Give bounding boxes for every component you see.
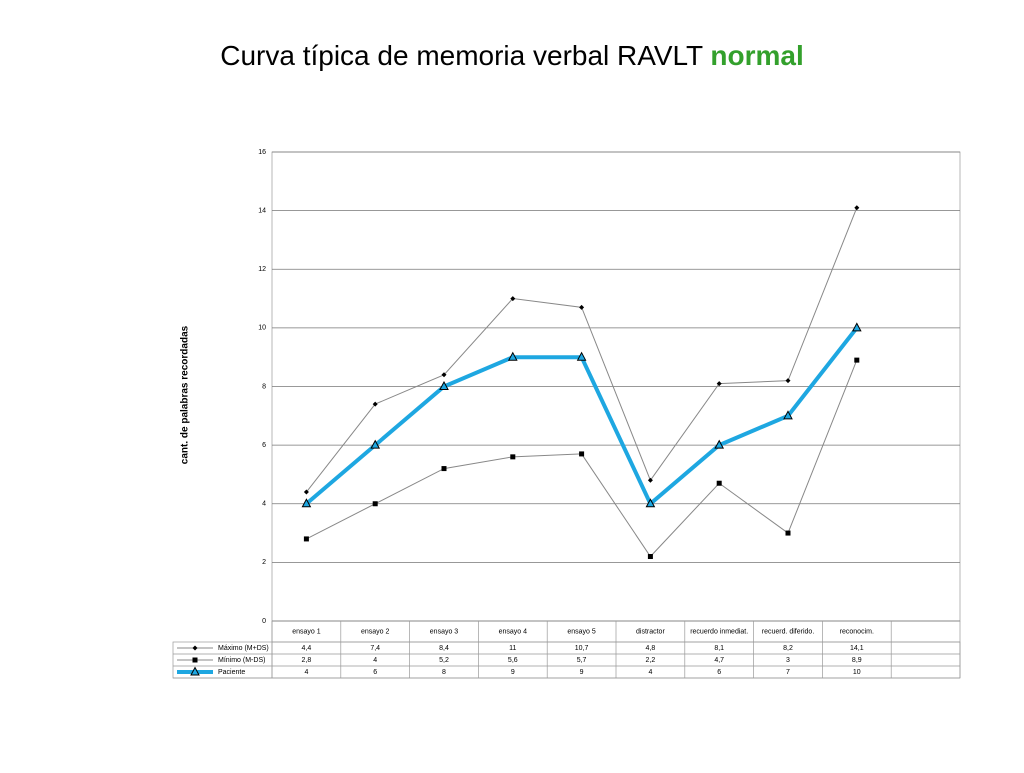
- x-tick-label: recuerd. diferido.: [762, 628, 815, 635]
- x-tick-label: ensayo 3: [430, 628, 459, 635]
- marker: [507, 351, 518, 361]
- marker: [645, 498, 656, 508]
- x-tick-label: recuerdo inmediat.: [690, 628, 748, 635]
- marker: [716, 480, 722, 486]
- y-tick-label: 14: [258, 207, 266, 214]
- table-value: 2,8: [302, 657, 312, 664]
- table-value: 4: [304, 669, 308, 676]
- y-tick-label: 2: [262, 559, 266, 566]
- marker: [854, 205, 860, 211]
- table-value: 8,4: [439, 645, 449, 652]
- marker: [441, 372, 447, 378]
- table-frame: [172, 641, 961, 679]
- marker: [510, 454, 516, 460]
- series-line: [306, 207, 858, 493]
- series-line: [306, 359, 858, 558]
- marker: [851, 322, 862, 332]
- y-tick-label: 10: [258, 325, 266, 332]
- marker: [579, 304, 585, 310]
- table-value: 6: [717, 669, 721, 676]
- title-highlight: normal: [710, 40, 803, 71]
- table-value: 4,8: [646, 645, 656, 652]
- marker: [716, 381, 722, 387]
- marker: [439, 380, 449, 390]
- table-value: 9: [580, 669, 584, 676]
- marker: [303, 489, 309, 495]
- y-tick-label: 8: [262, 383, 266, 390]
- table-value: 14,1: [850, 645, 864, 652]
- table-value: 3: [786, 657, 790, 664]
- table-value: 11: [509, 645, 516, 652]
- table-value: 10: [853, 669, 861, 676]
- x-tick-label: ensayo 4: [499, 628, 528, 635]
- marker: [785, 378, 791, 384]
- marker: [647, 477, 653, 483]
- marker: [372, 501, 378, 507]
- marker: [576, 351, 587, 361]
- table-value: 8,2: [783, 645, 793, 652]
- marker: [714, 439, 725, 449]
- marker: [783, 410, 793, 420]
- table-value: 10,7: [575, 645, 589, 652]
- x-tick-label: ensayo 2: [361, 628, 390, 635]
- table-value: 4,4: [302, 645, 312, 652]
- table-value: 5,7: [577, 657, 587, 664]
- table-value: 5,6: [508, 657, 518, 664]
- marker: [192, 645, 198, 651]
- table-value: 8,9: [852, 657, 862, 664]
- marker: [301, 498, 312, 508]
- table-value: 2,2: [646, 657, 656, 664]
- marker: [579, 451, 585, 457]
- marker: [785, 530, 791, 536]
- table-value: 8,1: [714, 645, 724, 652]
- y-axis-label: cant. de palabras recordadas: [180, 325, 191, 464]
- y-tick-label: 12: [258, 266, 266, 273]
- table-value: 7: [786, 669, 790, 676]
- table-value: 5,2: [439, 657, 449, 664]
- legend-label: Paciente: [218, 669, 245, 676]
- chart-title: Curva típica de memoria verbal RAVLT nor…: [220, 40, 804, 71]
- marker: [192, 657, 198, 663]
- x-tick-label: ensayo 5: [567, 628, 596, 635]
- x-tick-label: reconocim.: [840, 628, 874, 635]
- y-tick-label: 4: [262, 501, 266, 508]
- table-value: 4: [373, 657, 377, 664]
- table-value: 9: [511, 669, 515, 676]
- marker: [370, 439, 381, 449]
- marker: [441, 466, 447, 472]
- y-tick-label: 6: [262, 442, 266, 449]
- table-value: 6: [373, 669, 377, 676]
- y-tick-label: 16: [258, 149, 266, 156]
- table-value: 4: [648, 669, 652, 676]
- marker: [647, 554, 653, 560]
- legend-label: Máximo (M+DS): [218, 645, 269, 652]
- marker: [190, 666, 200, 676]
- x-tick-label: distractor: [636, 628, 665, 635]
- legend-label: Mínimo (M-DS): [218, 657, 265, 664]
- table-value: 8: [442, 669, 446, 676]
- marker: [303, 536, 309, 542]
- y-tick-label: 0: [262, 618, 266, 625]
- x-tick-label: ensayo 1: [292, 628, 321, 635]
- marker: [510, 296, 516, 302]
- table-value: 7,4: [370, 645, 380, 652]
- title-main: Curva típica de memoria verbal RAVLT: [220, 40, 703, 71]
- marker: [372, 401, 378, 407]
- table-value: 4,7: [714, 657, 724, 664]
- marker: [854, 357, 860, 363]
